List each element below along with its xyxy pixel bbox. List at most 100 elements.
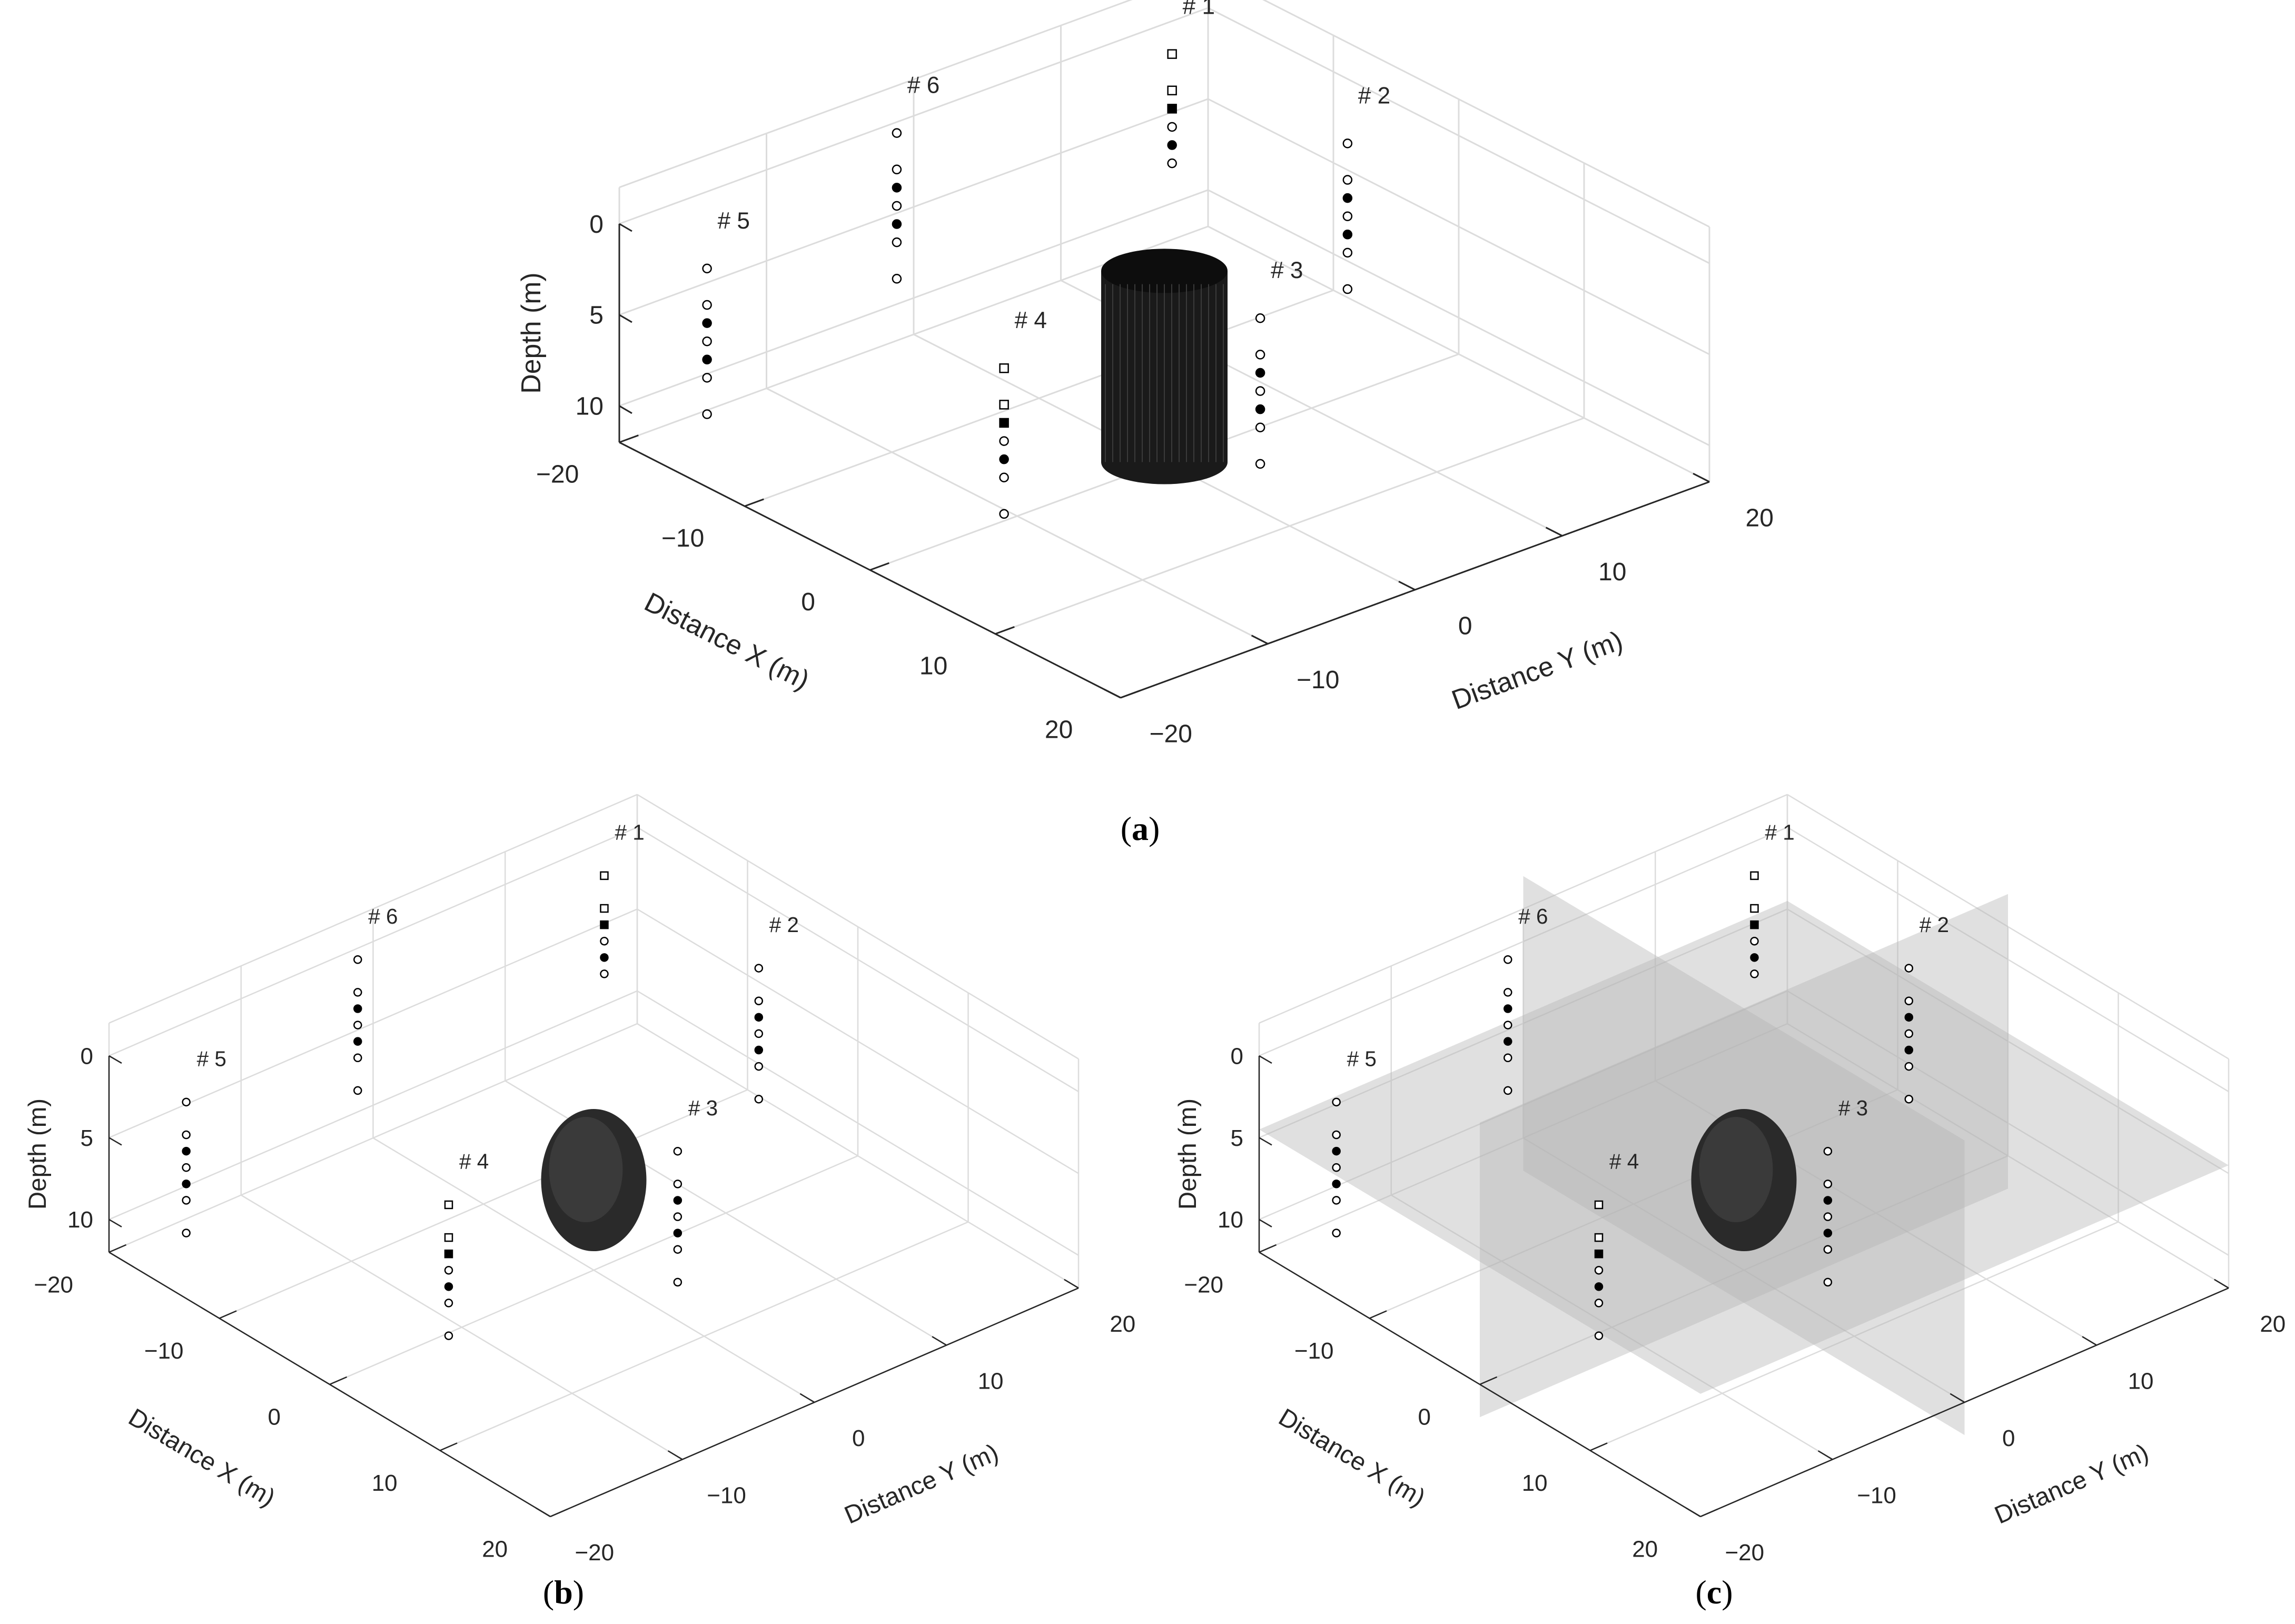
borehole-marker: [1342, 175, 1353, 185]
borehole-marker: [1332, 1229, 1341, 1237]
borehole-marker: [1167, 85, 1177, 96]
x-tick-label: −20: [1184, 1272, 1223, 1298]
x-tick-label: −10: [1294, 1338, 1334, 1364]
borehole-marker: [754, 1045, 764, 1055]
gridline: [1787, 826, 2229, 1093]
gridline: [108, 794, 638, 1024]
z-tick-label: 0: [589, 211, 604, 239]
y-tick-label: 10: [1598, 558, 1626, 586]
borehole-marker: [1503, 1053, 1512, 1062]
y-tick-label: −20: [575, 1540, 614, 1566]
borehole-3: # 3: [1255, 258, 1303, 469]
borehole-label: # 6: [1518, 904, 1548, 928]
z-axis-label: Depth (m): [516, 272, 546, 393]
borehole-marker: [892, 164, 902, 175]
gridline: [1208, 189, 1710, 447]
borehole-marker: [1167, 104, 1177, 114]
x-tick: [744, 498, 764, 507]
borehole-label: # 3: [1838, 1096, 1868, 1120]
borehole-label: # 4: [459, 1150, 489, 1174]
borehole-marker: [444, 1249, 453, 1259]
borehole-marker: [1167, 49, 1177, 59]
borehole-marker: [999, 436, 1009, 446]
y-axis-label: Distance Y (m): [1991, 1439, 2153, 1530]
panel-c: −20 −10 0 10 20 −20 −10 0 10 20 0 5 10 Distance X (m)…: [1174, 794, 2286, 1611]
y-tick: [1545, 527, 1563, 537]
borehole-marker: [1342, 230, 1353, 240]
z-tick: [619, 405, 632, 414]
x-tick-label: −20: [34, 1272, 73, 1298]
borehole-marker: [999, 400, 1009, 410]
borehole-marker: [1332, 1163, 1341, 1172]
borehole-marker: [999, 454, 1009, 464]
borehole-marker: [182, 1163, 191, 1172]
borehole-marker: [1594, 1200, 1604, 1210]
y-axis-label: Distance Y (m): [840, 1439, 1003, 1530]
borehole-marker: [182, 1180, 191, 1189]
borehole-marker: [444, 1331, 453, 1340]
gridline: [372, 1137, 815, 1403]
borehole-marker: [353, 1004, 362, 1013]
borehole-marker: [1823, 1229, 1833, 1237]
axes: [618, 223, 1710, 699]
y-tick: [1251, 635, 1269, 645]
borehole-marker: [1332, 1097, 1341, 1107]
z-tick-label: 5: [81, 1125, 93, 1151]
y-tick-label: −10: [1297, 666, 1339, 694]
borehole-marker: [1904, 964, 1914, 973]
caption-letter: a: [1132, 810, 1149, 847]
gridline: [619, 189, 1209, 407]
borehole-marker: [702, 373, 712, 383]
borehole-marker: [1503, 955, 1512, 964]
z-axis-label: Depth (m): [1174, 1098, 1202, 1210]
z-tick: [1259, 1219, 1272, 1227]
x-tick-label: 0: [268, 1404, 280, 1430]
panel-caption: (a): [1121, 810, 1160, 847]
borehole-marker: [754, 1062, 764, 1071]
borehole-marker: [754, 1013, 764, 1022]
borehole-marker: [1594, 1331, 1604, 1340]
y-tick-label: −20: [1149, 720, 1192, 748]
y-tick-label: −10: [1857, 1483, 1896, 1509]
borehole-marker: [1342, 211, 1353, 221]
borehole-marker: [1167, 122, 1177, 132]
x-tick: [1259, 1244, 1277, 1253]
gridline: [108, 908, 638, 1138]
gridline: [241, 1194, 683, 1460]
borehole-5: # 5: [182, 1046, 226, 1237]
borehole-marker: [702, 300, 712, 310]
cylinder-anomaly: [1101, 249, 1228, 484]
borehole-marker: [999, 472, 1009, 482]
gridline: [1787, 908, 2229, 1174]
borehole-label: # 1: [1765, 820, 1794, 845]
borehole-label: # 6: [907, 73, 939, 98]
x-tick: [1369, 1310, 1387, 1319]
borehole-marker: [353, 1053, 362, 1062]
axes: [1258, 1055, 2229, 1518]
x-tick-label: 0: [801, 588, 815, 616]
borehole-marker: [353, 1021, 362, 1029]
x-tick: [219, 1310, 237, 1319]
borehole-marker: [673, 1245, 682, 1254]
borehole-marker: [353, 955, 362, 964]
borehole-marker: [892, 128, 902, 138]
gridline: [1208, 98, 1710, 355]
panel-a: −20 −10 0 10 20 −20 −10 0 10 20 0 5 10 Distance X (m)…: [516, 0, 1774, 847]
y-tick-label: 0: [852, 1425, 865, 1451]
borehole-marker: [1342, 193, 1353, 203]
borehole-marker: [999, 363, 1009, 373]
borehole-marker: [673, 1278, 682, 1287]
borehole-marker: [673, 1229, 682, 1237]
borehole-marker: [444, 1265, 453, 1275]
borehole-label: # 2: [769, 913, 799, 937]
gridline: [637, 794, 1079, 1059]
borehole-4: # 4: [999, 308, 1047, 519]
ellipsoid-highlight: [549, 1117, 623, 1223]
panel-b: −20 −10 0 10 20 −20 −10 0 10 20 0 5 10 Distance X (m)…: [24, 794, 1135, 1611]
z-tick: [619, 223, 632, 232]
panel-caption: (b): [543, 1573, 584, 1611]
gridline: [1259, 908, 1788, 1138]
z-tick: [108, 1055, 122, 1064]
x-tick-label: −10: [661, 524, 704, 552]
z-tick: [108, 1219, 122, 1227]
